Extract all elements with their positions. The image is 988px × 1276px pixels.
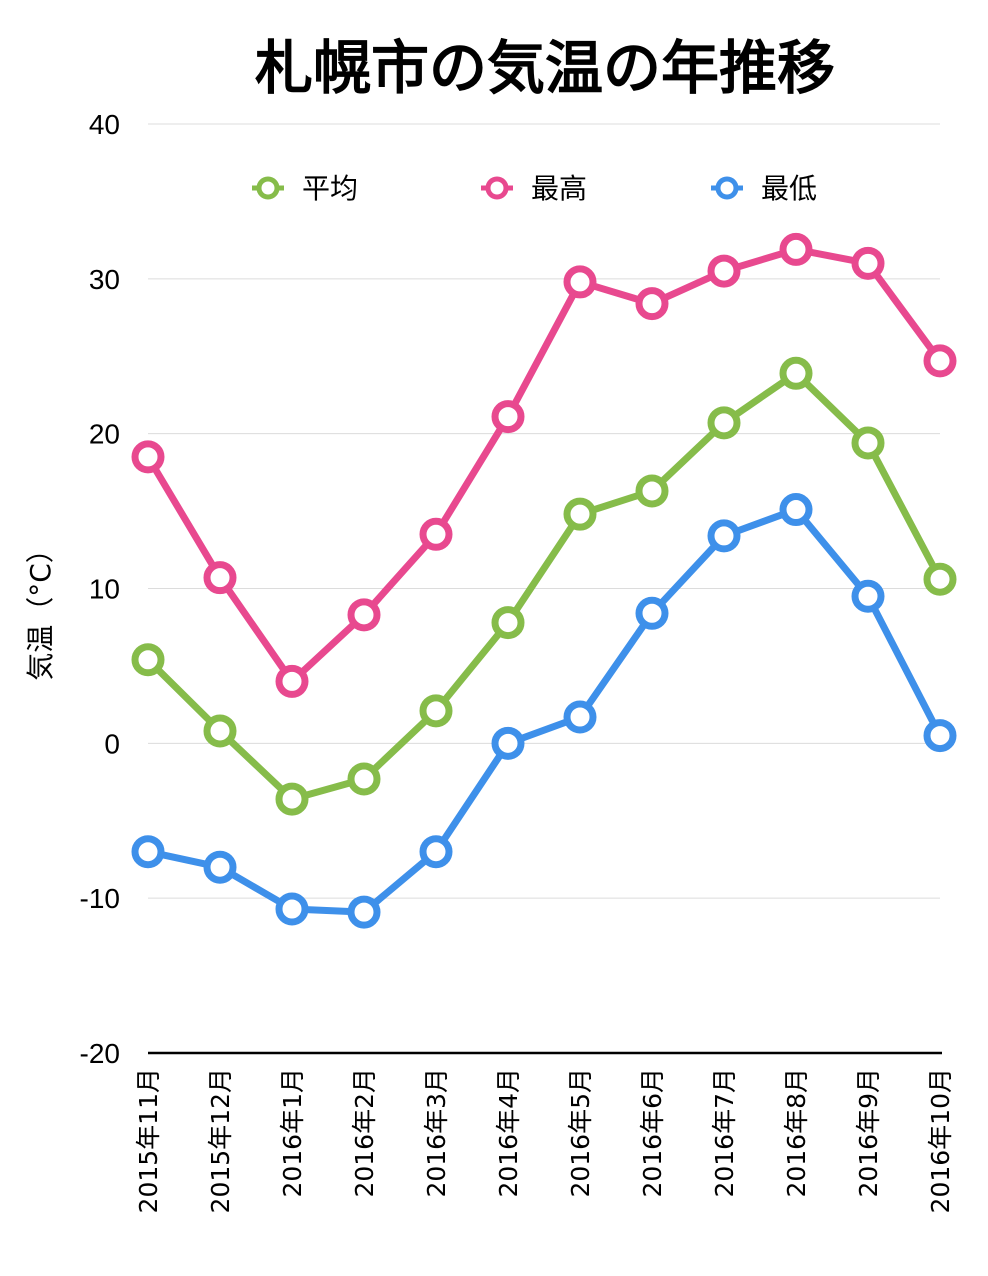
data-point [779,232,813,266]
data-point [131,643,165,677]
y-tick-label: 30 [89,264,120,295]
data-point [491,606,525,640]
x-tick-label: 2016年9月 [854,1068,883,1198]
x-tick-label: 2016年7月 [710,1068,739,1198]
data-point [131,835,165,869]
data-point [563,265,597,299]
data-point [635,596,669,630]
y-tick-label: 10 [89,574,120,605]
data-point [203,714,237,748]
x-tick-label: 2016年4月 [494,1068,523,1198]
data-point [347,762,381,796]
data-point [923,719,957,753]
series-0 [131,356,957,816]
legend-label: 最低 [761,172,817,205]
data-point [131,440,165,474]
x-tick-label: 2016年2月 [350,1068,379,1198]
series-1 [131,232,957,698]
x-tick-label: 2016年5月 [566,1068,595,1198]
data-point [563,497,597,531]
data-point [851,426,885,460]
data-point [779,356,813,390]
gridlines [148,123,940,899]
legend: 平均 最高 最低 [252,172,817,205]
data-point [923,562,957,596]
data-point [491,726,525,760]
data-point [491,400,525,434]
data-point [779,493,813,527]
series-layer [131,232,957,929]
y-tick-label: 0 [104,728,120,759]
data-point [707,254,741,288]
legend-marker [256,176,280,200]
data-point [275,782,309,816]
chart-title: 札幌市の気温の年推移 [255,34,835,102]
series-line [144,245,944,685]
legend-label: 最高 [531,172,587,205]
x-tick-label: 2016年1月 [278,1068,307,1198]
legend-item-2: 最低 [711,172,817,205]
data-point [347,895,381,929]
legend-marker [715,176,739,200]
data-point [275,892,309,926]
data-point [275,664,309,698]
data-point [635,287,669,321]
data-point [419,835,453,869]
data-point [419,517,453,551]
data-point [563,700,597,734]
x-tick-label: 2015年11月 [134,1068,163,1213]
legend-marker [485,176,509,200]
legend-item-1: 最高 [481,172,587,205]
x-tick-label: 2016年8月 [782,1068,811,1198]
data-point [851,579,885,613]
data-point [203,561,237,595]
legend-label: 平均 [302,172,358,205]
data-point [347,598,381,632]
x-axis-ticks: 2015年11月 2015年12月 2016年1月 2016年2月 2016年3月 201… [134,1068,955,1213]
legend-item-0: 平均 [252,172,358,205]
y-axis-ticks: 40 30 20 10 0 -10 -20 [80,109,120,1069]
y-tick-label: 20 [89,419,120,450]
x-tick-label: 2016年3月 [422,1068,451,1198]
series-line [144,369,944,803]
data-point [635,474,669,508]
series-2 [131,493,957,929]
data-point [419,694,453,728]
y-tick-label: 40 [89,109,120,140]
data-point [707,519,741,553]
x-tick-label: 2015年12月 [206,1068,235,1213]
data-point [203,850,237,884]
x-tick-label: 2016年6月 [638,1068,667,1198]
data-point [707,406,741,440]
y-axis-label: 気温（°C） [24,535,57,681]
x-tick-label: 2016年10月 [926,1068,955,1213]
data-point [851,246,885,280]
y-tick-label: -10 [80,883,120,914]
data-point [923,344,957,378]
y-tick-label: -20 [80,1038,120,1069]
